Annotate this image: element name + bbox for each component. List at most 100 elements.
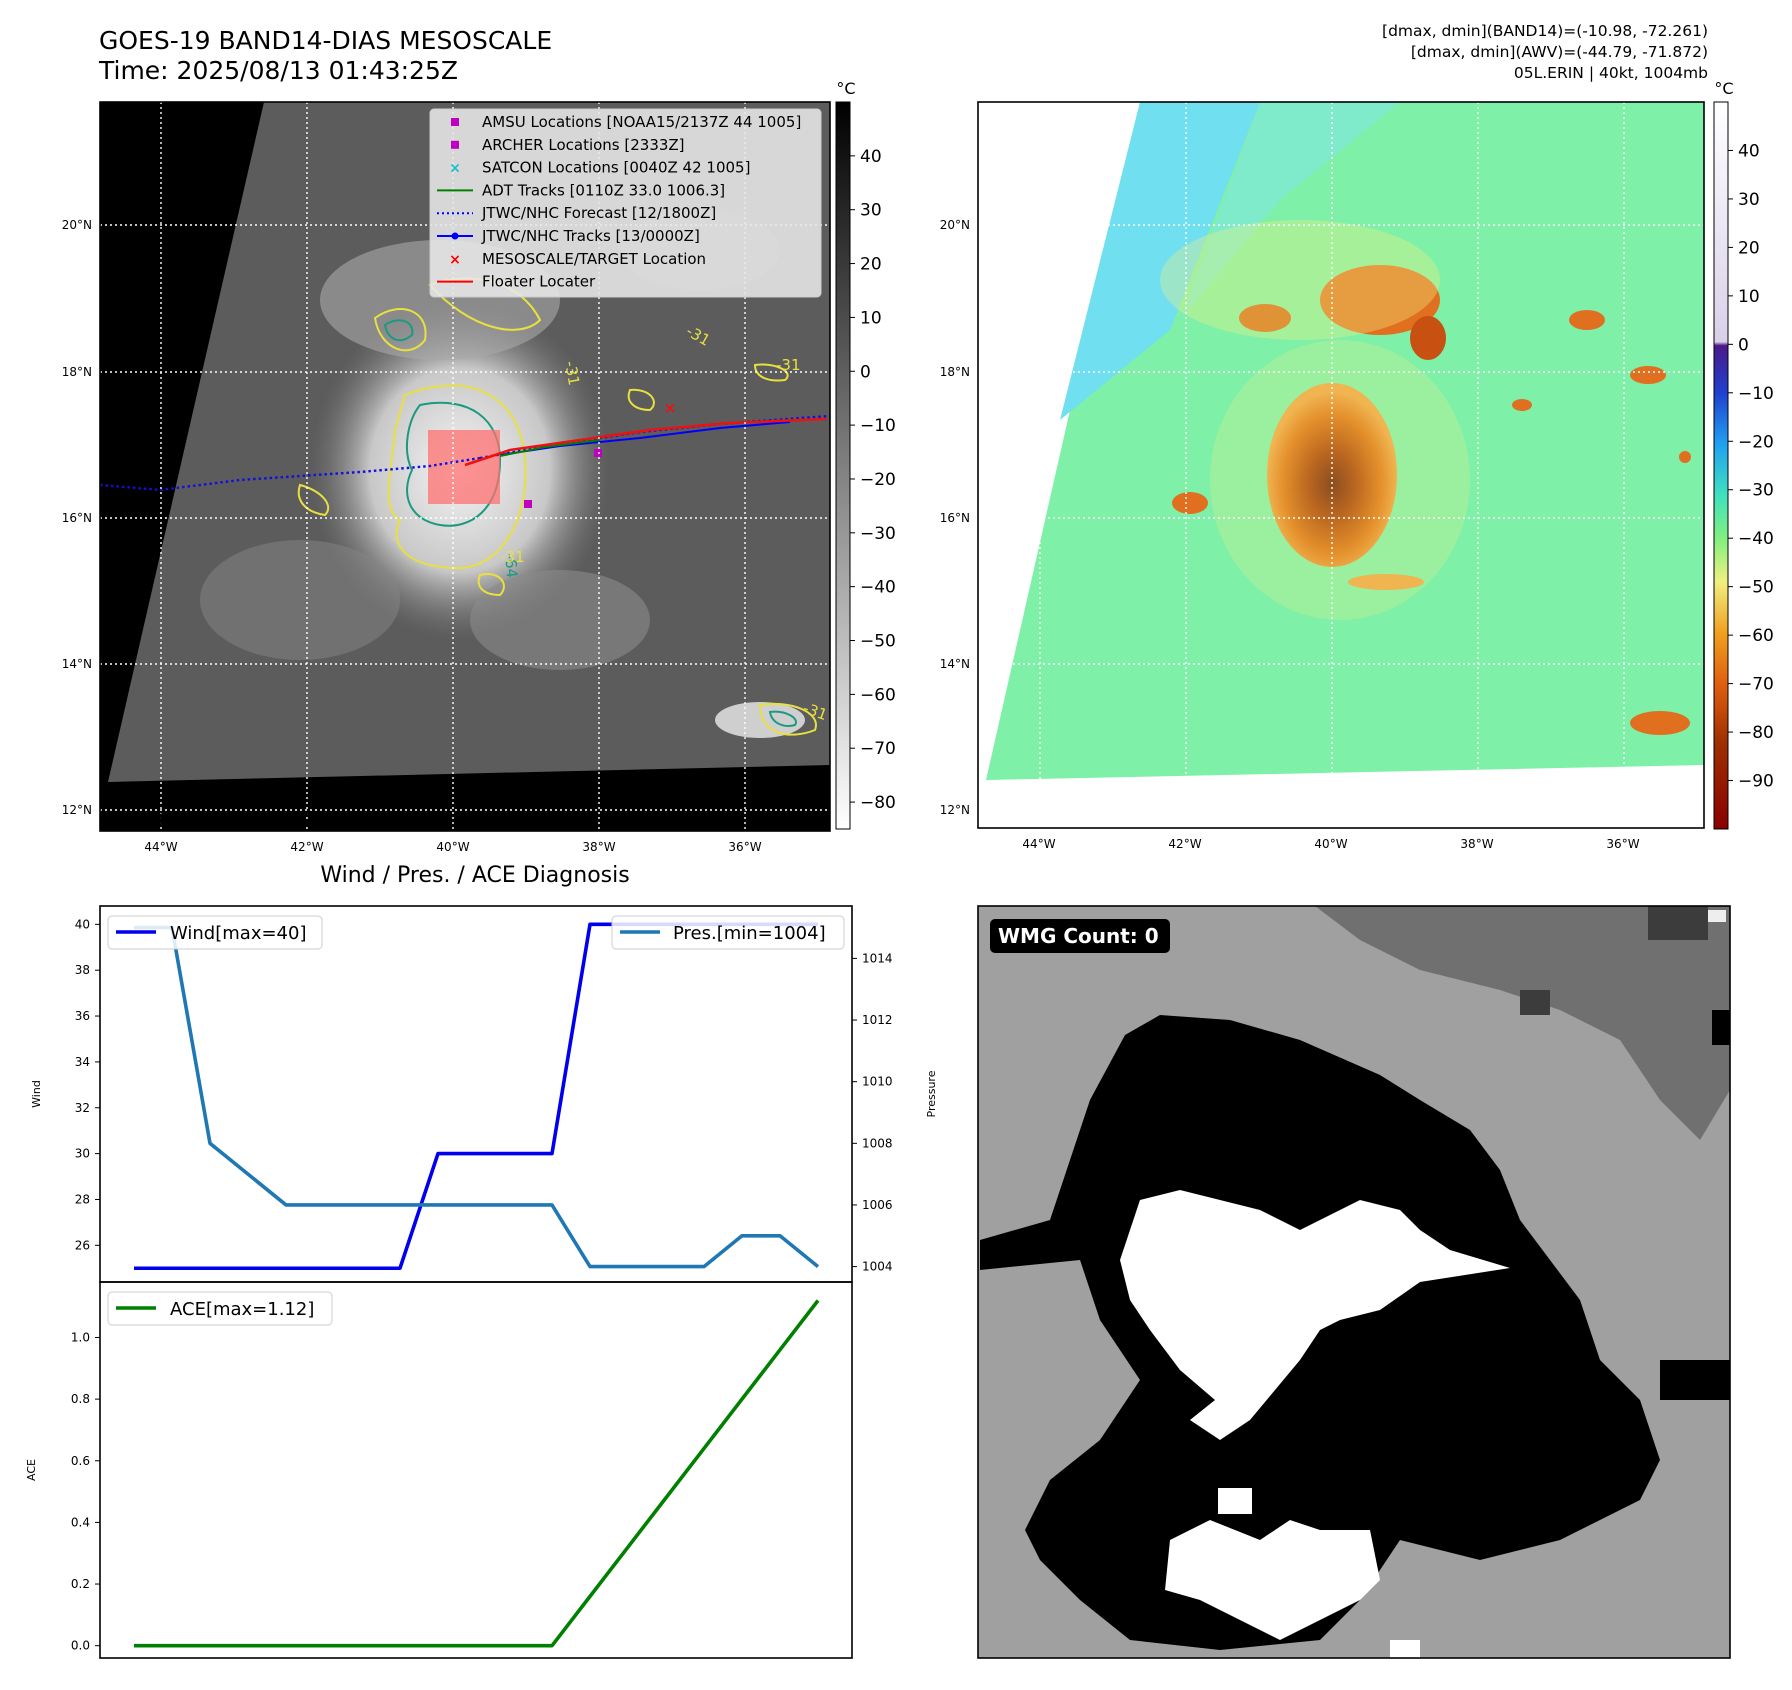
awv-color-map: °C 403020100−10−20−30−40−50−60−70−80−90 … <box>940 79 1774 851</box>
ace-legend-label: ACE[max=1.12] <box>170 1299 314 1320</box>
wmg-panel: WMG Count: 0 <box>977 905 1731 1659</box>
colorbar-tick-label: 30 <box>1738 190 1760 210</box>
adt-track <box>499 439 601 457</box>
colorbar-unit: °C <box>1714 79 1733 98</box>
legend-frame <box>107 915 323 950</box>
ace-tick-label: 0.8 <box>71 1392 90 1406</box>
lon-tick-label: 42°W <box>290 840 323 854</box>
legend-marker-square <box>451 118 459 126</box>
amsu-marker <box>594 449 602 457</box>
colorbar-tick-label: −80 <box>860 793 896 813</box>
legend-label: Floater Locater <box>482 273 596 291</box>
colorbar-tick-label: −40 <box>1738 529 1774 549</box>
ace-tick-label: 0.2 <box>71 1577 90 1591</box>
legend-label: JTWC/NHC Forecast [12/1800Z] <box>481 204 716 222</box>
colorbar-gray <box>835 101 851 830</box>
wmg-white-region <box>1120 1190 1510 1440</box>
lon-tick-label: 40°W <box>1314 837 1347 851</box>
cold-cloud-patches <box>1160 220 1691 735</box>
wmg-frame <box>977 905 1731 1659</box>
awv-range: [dmax, dmin](AWV)=(-44.79, -71.872) <box>1410 43 1708 61</box>
wind-tick-label: 40 <box>75 917 90 931</box>
pressure-tick-label: 1014 <box>862 951 893 965</box>
timestamp: Time: 2025/08/13 01:43:25Z <box>99 56 458 85</box>
map-frame <box>99 101 831 832</box>
legend-label: JTWC/NHC Tracks [13/0000Z] <box>481 227 700 245</box>
lat-tick-label: 20°N <box>940 218 970 232</box>
wind-legend: Wind[max=40] <box>107 915 323 950</box>
lat-tick-label: 14°N <box>940 657 970 671</box>
colorbar-tick-label: −50 <box>1738 578 1774 598</box>
contours-teal <box>383 319 797 727</box>
wmg-gray-region <box>1315 906 1730 1140</box>
ace-series-line <box>134 1299 820 1648</box>
storm-info: 05L.ERIN | 40kt, 1004mb <box>1513 64 1708 82</box>
pressure-legend: Pres.[min=1004] <box>611 915 845 950</box>
legend-label: ARCHER Locations [2333Z] <box>482 136 685 154</box>
colorbar-tick-label: −70 <box>860 739 896 759</box>
wind-tick-label: 30 <box>75 1147 90 1161</box>
legend-label: ADT Tracks [0110Z 33.0 1006.3] <box>482 181 725 199</box>
colorbar-tick-label: −60 <box>1738 626 1774 646</box>
map-frame <box>977 101 1705 829</box>
colorbar-tick-label: 20 <box>1738 238 1760 258</box>
wmg-count-badge <box>990 919 1170 953</box>
colorbar-tick-label: 40 <box>860 147 882 167</box>
colorbar-tick-label: −50 <box>860 632 896 652</box>
colorbar-tick-label: −20 <box>1738 432 1774 452</box>
diagnosis-chart: Wind / Pres. / ACE Diagnosis Wind Pressu… <box>25 863 938 1659</box>
ace-legend: ACE[max=1.12] <box>107 1291 333 1326</box>
wind-tick-label: 34 <box>75 1055 90 1069</box>
lon-tick-label: 36°W <box>1606 837 1639 851</box>
lat-tick-label: 16°N <box>62 511 92 525</box>
wmg-count-label: WMG Count: 0 <box>998 924 1159 948</box>
mesoscale-box <box>428 430 500 504</box>
wmg-black-region <box>980 1015 1660 1650</box>
colorbar-tick-label: 40 <box>1738 141 1760 161</box>
lat-tick-label: 18°N <box>940 365 970 379</box>
lat-tick-label: 18°N <box>62 365 92 379</box>
colorbar-tick-label: −80 <box>1738 723 1774 743</box>
lon-tick-label: 44°W <box>1022 837 1055 851</box>
lon-tick-label: 38°W <box>1460 837 1493 851</box>
wind-axis-label: Wind <box>30 1080 43 1108</box>
colorbar-tick-label: −90 <box>1738 772 1774 792</box>
colorbar-tick-label: −30 <box>860 524 896 544</box>
colorbar-tick-label: 30 <box>860 201 882 221</box>
wind-tick-label: 28 <box>75 1192 90 1206</box>
legend-label: AMSU Locations [NOAA15/2137Z 44 1005] <box>482 113 801 131</box>
ace-tick-label: 1.0 <box>71 1330 90 1344</box>
map-legend: AMSU Locations [NOAA15/2137Z 44 1005] ARC… <box>429 108 822 298</box>
target-marker: × <box>664 399 677 417</box>
wind-tick-label: 26 <box>75 1238 90 1252</box>
legend-marker-x: × <box>449 161 461 177</box>
colorbar-tick-label: 0 <box>860 362 871 382</box>
legend-frame <box>429 108 822 298</box>
colorbar-color <box>1713 101 1729 830</box>
wind-pressure-axes <box>99 905 853 1283</box>
lon-tick-label: 38°W <box>582 840 615 854</box>
floater-track <box>464 417 827 467</box>
lat-tick-label: 14°N <box>62 657 92 671</box>
lat-tick-label: 16°N <box>940 511 970 525</box>
contour-label: -31 <box>561 360 583 387</box>
colorbar-tick-label: −20 <box>860 470 896 490</box>
colorbar-tick-label: −30 <box>1738 481 1774 501</box>
lon-tick-label: 40°W <box>436 840 469 854</box>
pressure-series-line <box>134 925 820 1269</box>
ace-tick-label: 0.0 <box>71 1639 90 1653</box>
pressure-tick-label: 1004 <box>862 1260 893 1274</box>
wmg-white-region-lower <box>1165 1520 1380 1640</box>
pressure-tick-label: 1006 <box>862 1198 893 1212</box>
lon-tick-label: 44°W <box>144 840 177 854</box>
band14-range: [dmax, dmin](BAND14)=(-10.98, -72.261) <box>1382 22 1708 40</box>
legend-frame <box>611 915 845 950</box>
colorbar-tick-label: −60 <box>860 685 896 705</box>
lon-tick-label: 36°W <box>728 840 761 854</box>
lat-tick-label: 20°N <box>62 218 92 232</box>
wind-tick-label: 32 <box>75 1101 90 1115</box>
wind-legend-label: Wind[max=40] <box>170 923 307 944</box>
legend-frame <box>107 1291 333 1326</box>
pressure-tick-label: 1010 <box>862 1075 893 1089</box>
ace-axis-label: ACE <box>25 1459 38 1481</box>
